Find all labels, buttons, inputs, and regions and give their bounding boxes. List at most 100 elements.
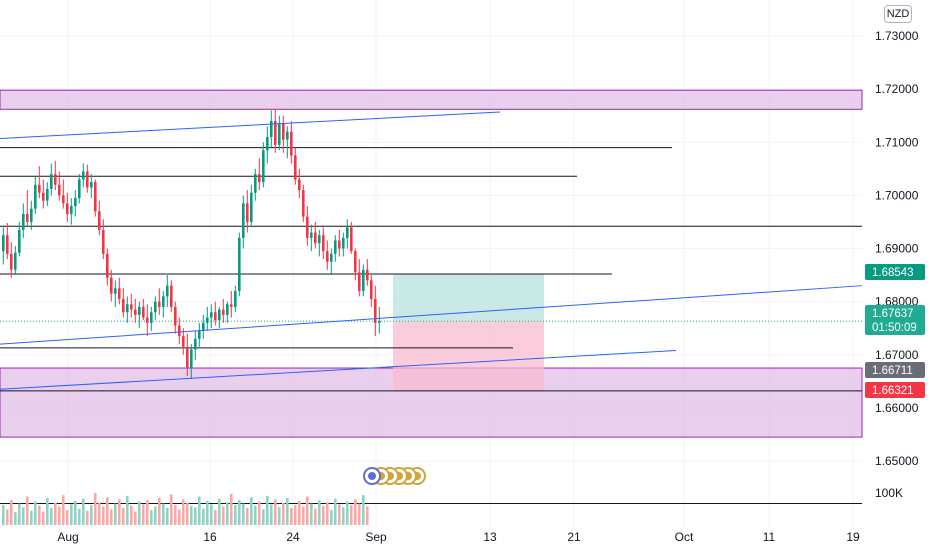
volume-bar [174,505,177,525]
volume-bar [358,503,361,525]
candle [166,275,169,307]
candle [230,291,233,318]
candle [6,223,9,260]
candle-body [258,174,261,183]
candle-body [134,309,137,315]
candle [210,304,213,329]
candle [366,259,369,286]
candle [290,121,293,164]
volume-bar [154,506,157,525]
candle-body [1,235,5,252]
candle-body [154,301,157,313]
candle [326,240,329,270]
candle-body [342,237,345,249]
candle-body [150,312,153,323]
candle-body [262,150,265,183]
candle-body [142,306,145,318]
price-tag-value: 1.66711 [872,365,913,377]
candle-body [242,203,245,238]
volume-bar [238,500,241,525]
volume-bar [186,502,189,525]
volume-bar [250,497,253,525]
candle-body [302,190,305,217]
candle-body [138,306,141,315]
volume-bar [298,500,301,525]
volume-bar [26,496,29,525]
candle [42,179,45,209]
currency-badge[interactable]: NZD [884,5,912,23]
volume-bar [102,506,105,525]
candle [34,176,37,214]
candle-body [338,240,341,249]
price-axis-label: 1.71000 [875,135,919,149]
candle-body [158,301,161,307]
candle-body [318,235,321,244]
candle-body [226,304,229,315]
volume-bar [274,499,277,525]
candle [358,259,361,297]
candle [346,219,349,249]
volume-bar [42,511,45,525]
candle [238,232,241,297]
volume-bar [366,506,369,525]
candle [198,322,201,347]
candle [102,219,105,260]
price-axis-label: 1.70000 [875,188,919,202]
candle [250,184,253,228]
candle [254,168,257,201]
candle [50,163,53,196]
volume-bar [234,505,237,525]
candle-body [306,216,309,238]
volume-bar [146,500,149,525]
candle [90,174,93,199]
volume-bar [258,501,261,525]
volume-bar [98,502,101,525]
candle [270,110,273,148]
price-tag-bg [865,264,925,280]
grid-layer [0,0,862,528]
volume-bar [10,500,13,525]
volume-bar [66,510,69,525]
candle-body [234,291,237,307]
candle-body [178,325,181,337]
candle-body [46,189,49,201]
trend-line [0,285,863,345]
volume-bar [314,508,317,525]
candle-body [102,229,105,254]
volume-bar [122,507,125,525]
position-tool [393,274,544,391]
volume-bar [362,495,365,525]
candle-body [34,184,37,209]
candle [246,190,249,233]
volume-bar [198,496,201,525]
volume-bar [306,496,309,525]
candle [222,298,225,323]
candle-body [90,182,93,188]
candle [82,163,85,188]
candle-body [50,174,53,189]
candle [70,198,73,225]
candle-body [70,206,73,214]
candle-body [74,198,77,206]
candle [126,296,129,323]
volume-bar [82,498,85,525]
price-tag-value: 1.67637 [872,308,914,320]
candle [74,190,77,217]
volume-bar [354,499,357,525]
candle-body [174,306,177,326]
volume-bar [14,512,17,525]
candle [278,115,281,151]
trend-line [0,111,501,140]
price-tag-bg [865,382,925,398]
candle-body [146,317,149,323]
time-axis-label: 21 [567,530,581,544]
candle-body [266,136,269,151]
price-tag-countdown: 01:50:09 [872,322,917,334]
price-tags: 1.68543 1.67637 01:50:09 1.66711 1.66321 [865,264,925,398]
candle-body [114,288,117,294]
volume-bar [126,495,129,525]
time-axis: Aug 16 24 Sep 13 21 Oct 11 19 [57,530,860,544]
volume-bar [350,505,353,525]
candle-body [206,317,209,323]
